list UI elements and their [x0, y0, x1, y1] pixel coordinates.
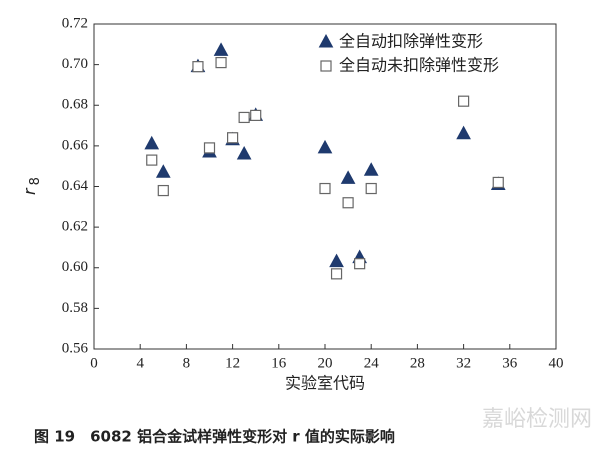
y-axis-title-main: r	[20, 187, 39, 195]
data-point	[354, 258, 366, 270]
data-point	[146, 154, 158, 166]
y-axis-title-subscript: 8	[28, 177, 43, 185]
legend-label: 全自动扣除弹性变形	[339, 32, 483, 51]
y-tick-label: 0.62	[62, 219, 88, 235]
data-point	[456, 125, 471, 140]
x-tick-label: 28	[410, 355, 425, 371]
y-tick-label: 0.60	[62, 259, 88, 275]
x-tick-label: 24	[364, 355, 380, 371]
data-point	[213, 42, 229, 56]
x-tick-label: 0	[90, 355, 98, 371]
x-tick-label: 32	[456, 355, 471, 371]
data-point	[236, 145, 252, 160]
x-axis-title: 实验室代码	[285, 374, 365, 393]
data-point	[238, 111, 250, 124]
caption: 图 19 6082 铝合金试样弹性变形对 r 值的实际影响	[34, 428, 395, 446]
data-point	[250, 109, 262, 122]
data-point	[342, 197, 354, 209]
data-point	[157, 184, 169, 197]
x-tick-label: 36	[502, 355, 518, 371]
x-tick-label: 8	[183, 355, 191, 371]
x-tick-label: 12	[225, 355, 240, 371]
data-point	[365, 182, 377, 195]
y-tick-label: 0.72	[62, 15, 88, 31]
x-tick-label: 4	[136, 355, 144, 371]
y-axis-title: r8	[20, 177, 43, 195]
watermark: 嘉峪检测网	[482, 407, 592, 432]
data-point	[330, 268, 343, 280]
data-point	[227, 132, 239, 144]
data-point	[317, 139, 333, 154]
y-tick-label: 0.64	[62, 178, 89, 194]
data-point	[329, 253, 344, 268]
data-point	[155, 164, 171, 178]
y-tick-label: 0.70	[62, 56, 88, 72]
y-tick-label: 0.58	[62, 300, 88, 316]
data-point	[192, 61, 204, 73]
y-tick-label: 0.66	[62, 137, 89, 153]
data-point	[319, 182, 331, 195]
data-point	[340, 170, 356, 184]
data-point	[144, 135, 160, 150]
y-tick-label: 0.56	[62, 340, 89, 356]
data-point	[363, 162, 379, 176]
x-tick-label: 40	[549, 355, 564, 371]
data-point	[492, 176, 504, 189]
x-tick-label: 16	[271, 355, 287, 371]
data-point	[203, 142, 216, 154]
y-tick-label: 0.68	[62, 97, 88, 113]
legend-label: 全自动未扣除弹性变形	[339, 56, 499, 75]
legend-marker	[320, 60, 332, 72]
data-point	[215, 56, 227, 69]
data-point	[458, 95, 470, 107]
x-tick-label: 20	[318, 355, 333, 371]
legend-marker	[318, 33, 334, 48]
